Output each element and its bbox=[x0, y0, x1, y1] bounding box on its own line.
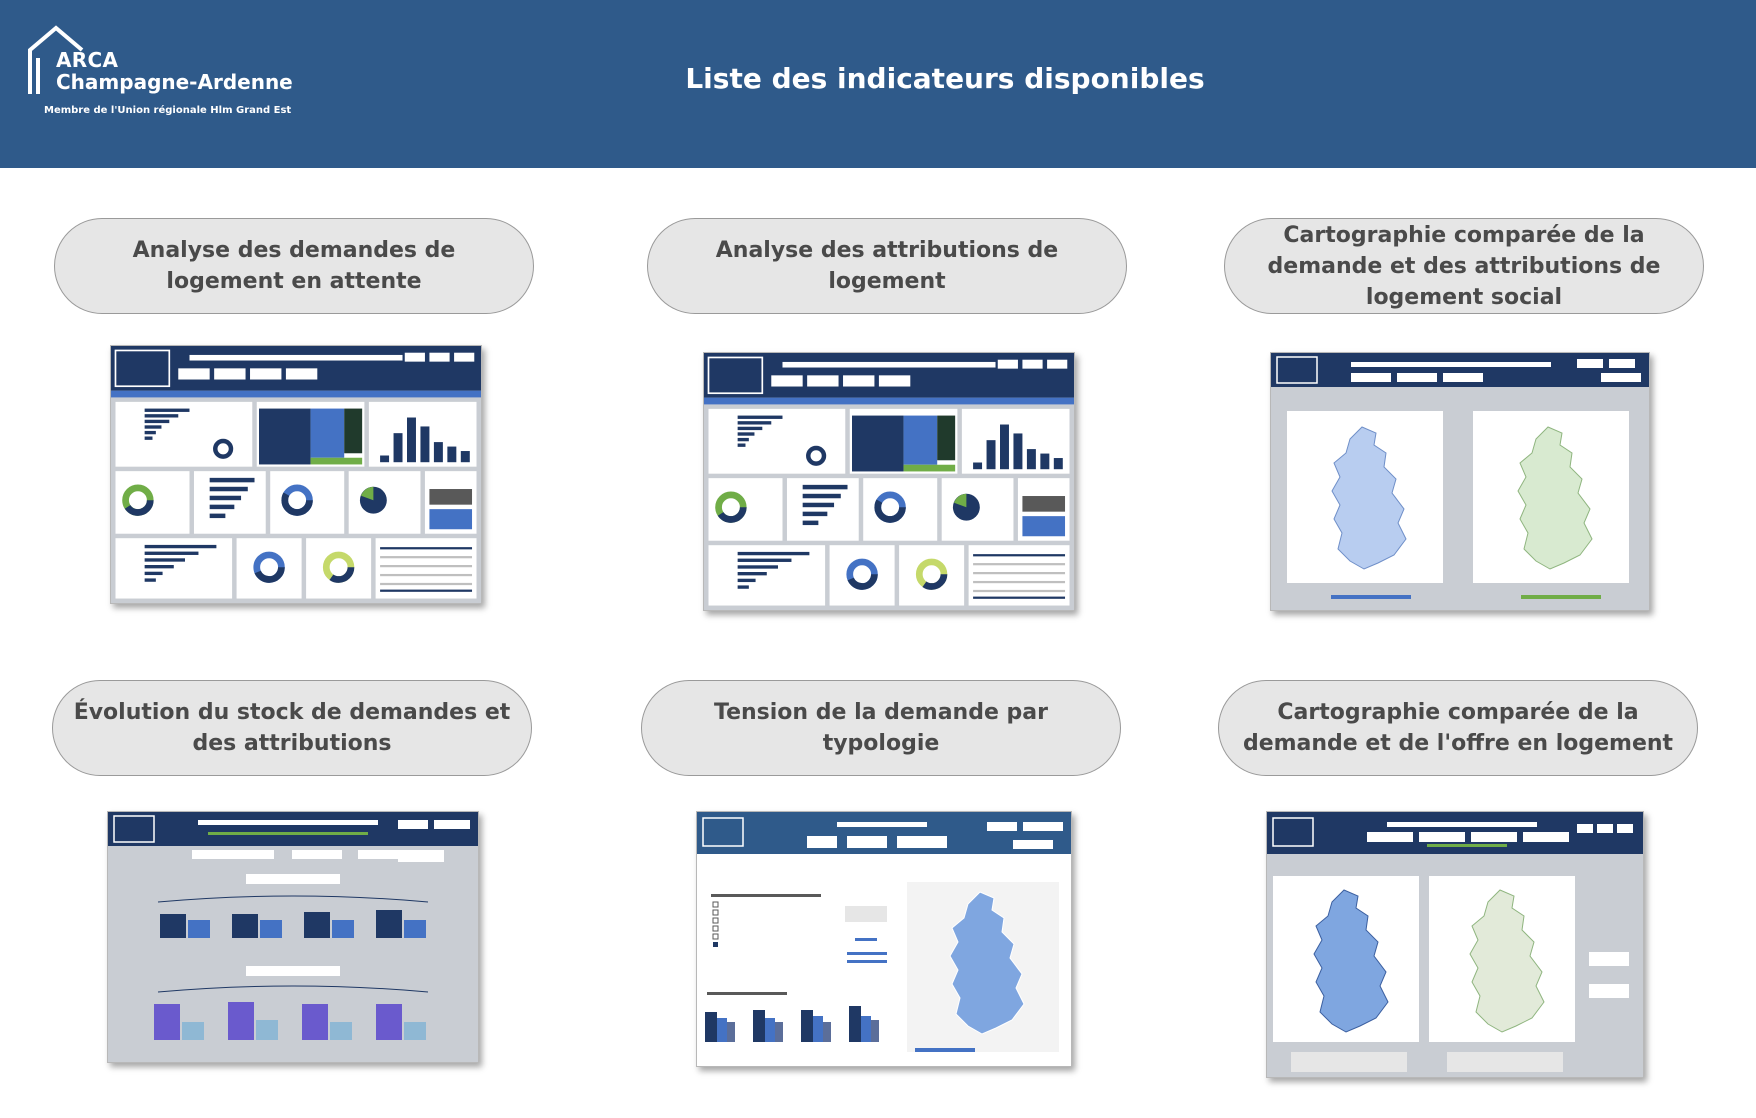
house-icon bbox=[28, 25, 84, 94]
thumbnail-attributions[interactable] bbox=[703, 352, 1075, 611]
page-title: Liste des indicateurs disponibles bbox=[685, 62, 1205, 95]
map-preview-image bbox=[1267, 812, 1643, 1077]
dashboard-preview-image bbox=[111, 346, 481, 603]
indicator-button-evolution-stock[interactable]: Évolution du stock de demandes et des at… bbox=[52, 680, 532, 776]
page-header: ARCA Champagne-Ardenne Membre de l'Union… bbox=[0, 0, 1756, 168]
logo-line-membership: Membre de l'Union régionale Hlm Grand Es… bbox=[44, 105, 292, 116]
thumbnail-cartographie-offre[interactable] bbox=[1266, 811, 1644, 1078]
indicator-button-demandes-attente[interactable]: Analyse des demandes de logement en atte… bbox=[54, 218, 534, 314]
indicator-button-cartographie-attributions[interactable]: Cartographie comparée de la demande et d… bbox=[1224, 218, 1704, 314]
thumbnail-cartographie-attributions[interactable] bbox=[1270, 352, 1650, 611]
indicator-button-cartographie-offre[interactable]: Cartographie comparée de la demande et d… bbox=[1218, 680, 1698, 776]
logo-line-region: Champagne-Ardenne bbox=[56, 70, 293, 94]
thumbnail-tension-typologie[interactable] bbox=[696, 811, 1072, 1067]
indicator-button-tension-typologie[interactable]: Tension de la demande par typologie bbox=[641, 680, 1121, 776]
thumbnail-demandes-attente[interactable] bbox=[110, 345, 482, 604]
indicator-button-attributions[interactable]: Analyse des attributions de logement bbox=[647, 218, 1127, 314]
thumbnail-evolution-stock[interactable] bbox=[107, 811, 479, 1063]
bar-chart-preview-image bbox=[108, 812, 478, 1062]
dashboard-preview-image bbox=[704, 353, 1074, 610]
arca-logo: ARCA Champagne-Ardenne Membre de l'Union… bbox=[26, 24, 293, 124]
map-preview-image bbox=[1271, 353, 1649, 610]
logo-line-arca: ARCA bbox=[56, 48, 119, 72]
tension-preview-image bbox=[697, 812, 1071, 1066]
